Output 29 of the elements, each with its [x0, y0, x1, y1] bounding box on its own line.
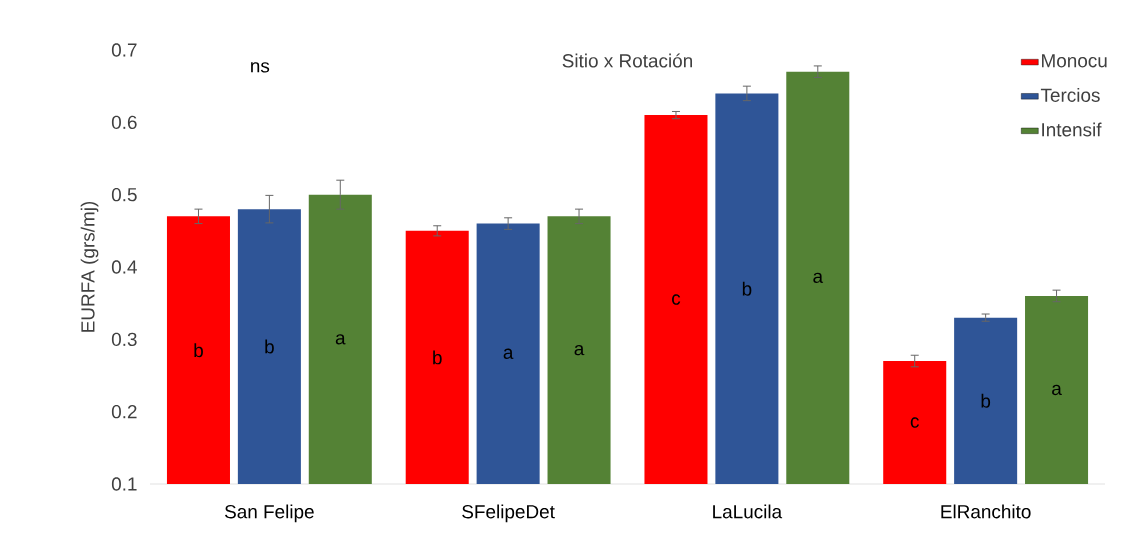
legend-label: Tercios — [1040, 88, 1100, 102]
y-tick-label: 0.4 — [111, 260, 137, 274]
annotation: ns — [251, 62, 270, 73]
data-label: b — [742, 281, 752, 296]
y-tick-label: 0.3 — [111, 332, 137, 347]
y-axis-title: EURFA (grs/mj) — [80, 201, 99, 332]
data-label: a — [813, 272, 824, 284]
y-tick-label: 0.6 — [111, 115, 137, 130]
x-tick-label: SFelipeDet — [462, 504, 555, 523]
y-tick-label: 0.7 — [111, 43, 137, 57]
data-label: c — [672, 294, 681, 305]
legend-label: Intensif — [1042, 122, 1102, 137]
data-label: c — [910, 417, 919, 428]
data-label: b — [265, 339, 274, 354]
data-label: a — [335, 334, 346, 345]
y-tick-label: 0.1 — [111, 477, 137, 491]
legend-label: Monocu — [1042, 54, 1107, 68]
data-label: a — [1052, 384, 1062, 396]
data-label: a — [574, 344, 585, 356]
x-tick-label: LaLucila — [713, 504, 783, 519]
x-tick-label: ElRanchito — [941, 504, 1031, 519]
data-label: a — [503, 348, 514, 359]
x-tick-label: San Felipe — [224, 504, 314, 523]
chart-title: Sitio x Rotación — [562, 53, 692, 68]
y-tick-label: 0.2 — [111, 404, 137, 419]
data-label: b — [433, 350, 442, 365]
y-tick-label: 0.5 — [111, 187, 137, 202]
data-label: b — [194, 343, 203, 358]
data-label: b — [981, 393, 991, 408]
